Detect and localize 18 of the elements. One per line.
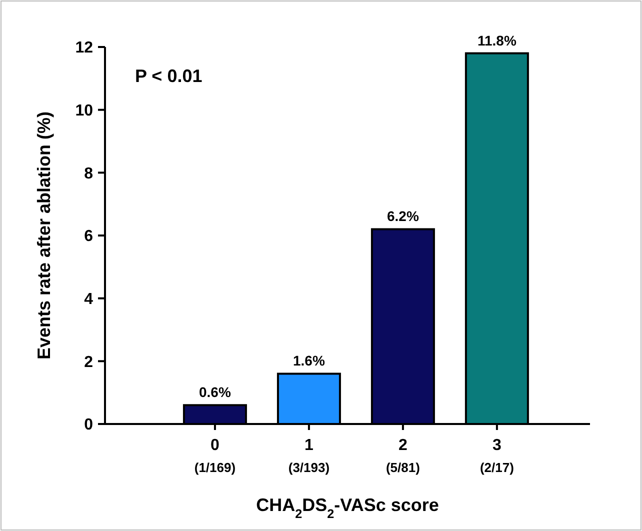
x-axis-title: CHA$_{2}$DS$_{2}$-VASc score bbox=[256, 495, 439, 521]
y-tick-label: 8 bbox=[84, 165, 94, 182]
y-tick-label: 10 bbox=[75, 102, 94, 120]
y-axis-title: Events rate after ablation (%) bbox=[34, 111, 54, 360]
x-tick-label: 0 (1/169) bbox=[194, 437, 236, 475]
y-tick-label: 6 bbox=[84, 228, 94, 246]
x-tick-label: 1 (3/193) bbox=[288, 437, 330, 475]
y-tick-label: 2 bbox=[84, 354, 94, 371]
data-label: 1.6% bbox=[293, 352, 326, 369]
data-label: 11.8% bbox=[477, 32, 517, 48]
x-tick-label: 3 (2/17) bbox=[480, 437, 514, 475]
y-tick-label: 12 bbox=[75, 40, 94, 57]
y-tick-label: 4 bbox=[84, 290, 94, 308]
annotation: P < 0.01 bbox=[135, 66, 202, 86]
data-label: 6.2% bbox=[386, 208, 420, 224]
y-tick-label: 0 bbox=[84, 416, 94, 434]
x-tick-label: 2 (5/81) bbox=[386, 437, 420, 475]
data-label: 0.6% bbox=[199, 384, 232, 400]
